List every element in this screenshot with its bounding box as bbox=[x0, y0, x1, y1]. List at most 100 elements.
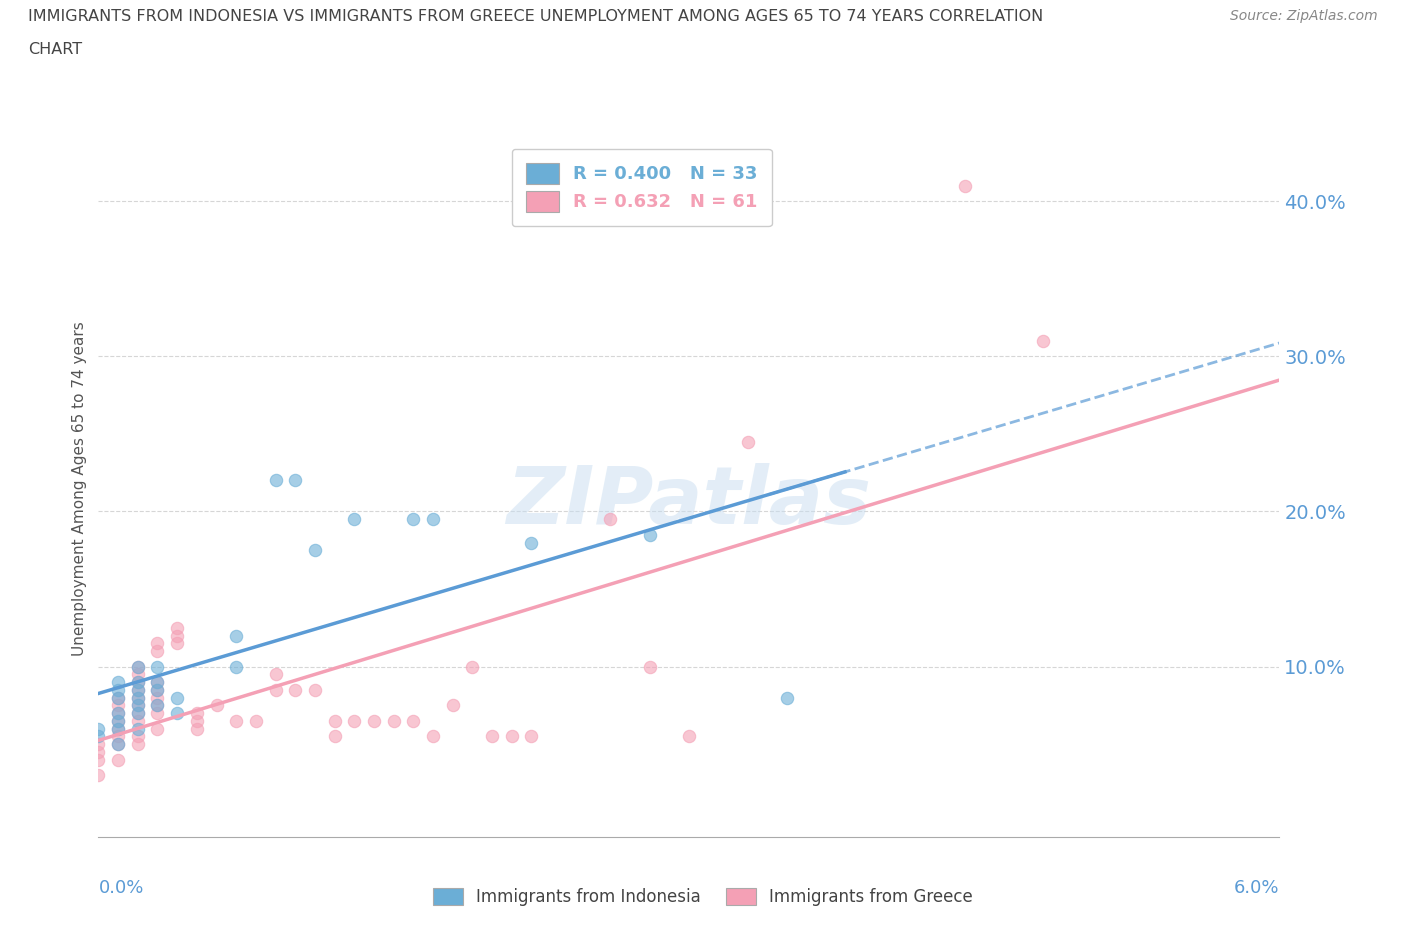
Point bbox=[146, 683, 169, 698]
Point bbox=[127, 659, 149, 674]
Point bbox=[127, 721, 149, 736]
Point bbox=[225, 628, 247, 643]
Point bbox=[146, 636, 169, 651]
Point bbox=[304, 543, 326, 558]
Point bbox=[441, 698, 464, 712]
Point bbox=[481, 729, 503, 744]
Point bbox=[343, 512, 366, 526]
Point bbox=[166, 690, 188, 705]
Point bbox=[127, 706, 149, 721]
Point bbox=[264, 667, 287, 682]
Point bbox=[87, 721, 110, 736]
Point bbox=[146, 674, 169, 689]
Point bbox=[402, 713, 425, 728]
Point bbox=[166, 620, 188, 635]
Text: Source: ZipAtlas.com: Source: ZipAtlas.com bbox=[1230, 9, 1378, 23]
Point bbox=[146, 721, 169, 736]
Point bbox=[284, 683, 307, 698]
Point bbox=[127, 698, 149, 712]
Point bbox=[127, 690, 149, 705]
Point bbox=[146, 683, 169, 698]
Y-axis label: Unemployment Among Ages 65 to 74 years: Unemployment Among Ages 65 to 74 years bbox=[72, 321, 87, 656]
Point bbox=[520, 729, 543, 744]
Point bbox=[107, 698, 129, 712]
Point bbox=[422, 512, 444, 526]
Point bbox=[186, 713, 208, 728]
Point bbox=[166, 636, 188, 651]
Point bbox=[323, 729, 346, 744]
Point bbox=[284, 473, 307, 488]
Point bbox=[107, 706, 129, 721]
Point bbox=[186, 721, 208, 736]
Point bbox=[127, 659, 149, 674]
Point bbox=[599, 512, 621, 526]
Point bbox=[127, 729, 149, 744]
Point bbox=[678, 729, 700, 744]
Point bbox=[107, 721, 129, 736]
Point bbox=[87, 752, 110, 767]
Point bbox=[127, 683, 149, 698]
Point bbox=[461, 659, 484, 674]
Point bbox=[87, 729, 110, 744]
Legend: R = 0.400   N = 33, R = 0.632   N = 61: R = 0.400 N = 33, R = 0.632 N = 61 bbox=[512, 149, 772, 226]
Point bbox=[304, 683, 326, 698]
Text: CHART: CHART bbox=[28, 42, 82, 57]
Point bbox=[402, 512, 425, 526]
Point bbox=[107, 713, 129, 728]
Point bbox=[245, 713, 267, 728]
Point bbox=[1032, 334, 1054, 349]
Point bbox=[166, 628, 188, 643]
Point bbox=[127, 667, 149, 682]
Legend: Immigrants from Indonesia, Immigrants from Greece: Immigrants from Indonesia, Immigrants fr… bbox=[426, 881, 980, 912]
Point bbox=[107, 737, 129, 751]
Point bbox=[205, 698, 228, 712]
Text: ZIPatlas: ZIPatlas bbox=[506, 463, 872, 541]
Point bbox=[87, 744, 110, 759]
Point bbox=[107, 683, 129, 698]
Point bbox=[323, 713, 346, 728]
Point bbox=[422, 729, 444, 744]
Point bbox=[363, 713, 385, 728]
Point bbox=[146, 690, 169, 705]
Point bbox=[146, 659, 169, 674]
Point bbox=[127, 706, 149, 721]
Point bbox=[776, 690, 799, 705]
Point bbox=[107, 690, 129, 705]
Point bbox=[107, 729, 129, 744]
Point bbox=[382, 713, 405, 728]
Point bbox=[107, 737, 129, 751]
Point bbox=[146, 674, 169, 689]
Point bbox=[127, 690, 149, 705]
Point bbox=[127, 737, 149, 751]
Point bbox=[343, 713, 366, 728]
Point bbox=[520, 535, 543, 550]
Point bbox=[127, 674, 149, 689]
Point bbox=[501, 729, 523, 744]
Text: 6.0%: 6.0% bbox=[1234, 879, 1279, 897]
Point bbox=[107, 706, 129, 721]
Point bbox=[186, 706, 208, 721]
Point bbox=[146, 698, 169, 712]
Text: 0.0%: 0.0% bbox=[98, 879, 143, 897]
Text: IMMIGRANTS FROM INDONESIA VS IMMIGRANTS FROM GREECE UNEMPLOYMENT AMONG AGES 65 T: IMMIGRANTS FROM INDONESIA VS IMMIGRANTS … bbox=[28, 9, 1043, 24]
Point bbox=[638, 527, 661, 542]
Point bbox=[127, 698, 149, 712]
Point bbox=[146, 698, 169, 712]
Point bbox=[127, 683, 149, 698]
Point bbox=[107, 674, 129, 689]
Point bbox=[87, 737, 110, 751]
Point bbox=[146, 644, 169, 658]
Point bbox=[107, 752, 129, 767]
Point bbox=[264, 683, 287, 698]
Point bbox=[737, 434, 759, 449]
Point bbox=[127, 713, 149, 728]
Point bbox=[953, 179, 976, 193]
Point bbox=[264, 473, 287, 488]
Point bbox=[87, 767, 110, 782]
Point bbox=[107, 721, 129, 736]
Point bbox=[225, 713, 247, 728]
Point bbox=[146, 706, 169, 721]
Point bbox=[638, 659, 661, 674]
Point bbox=[107, 713, 129, 728]
Point bbox=[166, 706, 188, 721]
